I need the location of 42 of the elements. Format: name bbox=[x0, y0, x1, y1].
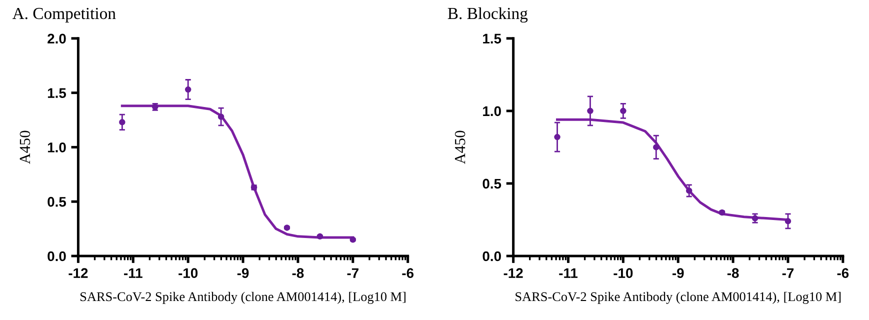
x-tick-label: -12 bbox=[504, 268, 523, 278]
x-tick-label: -7 bbox=[347, 268, 358, 278]
y-tick-label: 1.5 bbox=[48, 88, 66, 98]
chart-title: B. Blocking bbox=[448, 7, 528, 23]
point bbox=[184, 86, 192, 93]
y-axis-title: A450 bbox=[20, 130, 30, 164]
point bbox=[350, 236, 356, 243]
point bbox=[686, 188, 692, 194]
point bbox=[119, 119, 126, 126]
point bbox=[653, 144, 660, 150]
y-tick-label: 1.0 bbox=[48, 142, 66, 152]
x-tick-label: -9 bbox=[237, 268, 249, 278]
x-tick-label: -9 bbox=[672, 268, 684, 278]
y-tick-label: 0.5 bbox=[48, 196, 66, 207]
y-tick-label: 1.0 bbox=[483, 106, 501, 116]
y-tick-label: 0.0 bbox=[482, 251, 501, 262]
x-tick-label: -6 bbox=[402, 268, 414, 278]
point bbox=[752, 215, 758, 222]
point bbox=[284, 224, 290, 231]
y-tick-label: 1.5 bbox=[483, 34, 502, 44]
x-tick-label: -8 bbox=[292, 268, 304, 278]
point bbox=[554, 134, 560, 140]
point bbox=[784, 218, 792, 224]
point bbox=[316, 233, 324, 240]
y-tick-label: 0.0 bbox=[48, 251, 66, 262]
x-tick-label: -7 bbox=[782, 268, 794, 278]
y-tick-label: 2.0 bbox=[48, 34, 66, 44]
x-tick-label: -10 bbox=[178, 268, 198, 278]
x-tick-label: -11 bbox=[559, 268, 578, 278]
x-tick-label: -10 bbox=[614, 268, 633, 278]
x-axis-title: SARS-CoV-2 Spike Antibody (clone AM001414), [Log10 M] bbox=[80, 292, 406, 304]
point bbox=[218, 114, 224, 120]
point bbox=[620, 108, 626, 114]
point bbox=[587, 108, 594, 114]
x-tick-label: -8 bbox=[727, 268, 739, 278]
x-tick-label: -12 bbox=[68, 268, 88, 278]
y-tick-label: 0.5 bbox=[482, 178, 502, 189]
x-axis-title: SARS-CoV-2 Spike Antibody (clone AM001414), [Log10 M] bbox=[516, 292, 841, 304]
chart-title: A. Competition bbox=[12, 8, 116, 23]
x-tick-label: -11 bbox=[124, 268, 142, 278]
x-tick-label: -6 bbox=[837, 268, 849, 278]
y-axis-title: A450 bbox=[454, 130, 466, 164]
